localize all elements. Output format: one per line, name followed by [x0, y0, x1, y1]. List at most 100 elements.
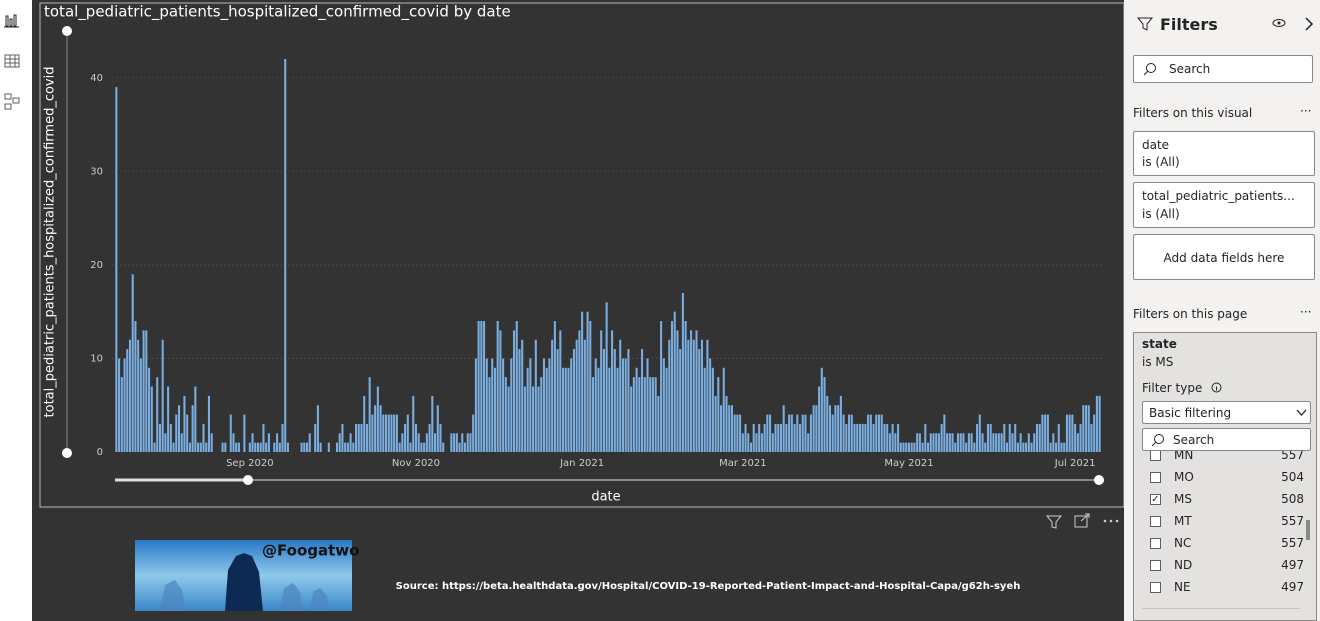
more-options-icon[interactable] — [1103, 519, 1119, 523]
bar — [929, 433, 932, 452]
bar — [605, 302, 608, 452]
bar — [777, 423, 780, 452]
bar — [1055, 442, 1058, 452]
bar — [621, 358, 625, 452]
bar — [826, 395, 829, 452]
bar — [935, 433, 938, 452]
bar — [548, 358, 551, 452]
pane-search[interactable]: Search — [1133, 55, 1313, 83]
bar — [986, 423, 989, 452]
bar — [1016, 442, 1019, 452]
item-label[interactable]: NE — [1174, 580, 1191, 594]
item-label[interactable]: MN — [1174, 451, 1194, 462]
bar — [638, 377, 641, 452]
item-label[interactable]: NC — [1174, 536, 1192, 550]
bar — [221, 442, 224, 452]
x-slider-handle[interactable] — [243, 475, 253, 485]
checkbox[interactable] — [1150, 451, 1161, 461]
section-menu[interactable]: ··· — [1300, 305, 1312, 319]
focus-mode-icon[interactable] — [1074, 513, 1090, 528]
filter-field: date — [1142, 138, 1170, 152]
item-label[interactable]: MO — [1174, 470, 1194, 484]
bar — [899, 442, 902, 452]
checkbox[interactable]: ✓ — [1150, 494, 1161, 505]
bar — [360, 423, 363, 452]
bar — [251, 433, 254, 452]
bar — [1046, 414, 1049, 452]
bar — [474, 358, 477, 452]
bar — [341, 423, 344, 452]
filter-card[interactable]: total_pediatric_patients... is (All) — [1133, 182, 1315, 228]
list-search[interactable]: Search — [1142, 428, 1311, 451]
bar — [504, 377, 507, 452]
x-tick-label: Jan 2021 — [559, 458, 604, 469]
model-view-icon[interactable] — [4, 93, 20, 110]
bar — [932, 433, 935, 452]
item-label[interactable]: MT — [1174, 514, 1192, 528]
bar — [681, 292, 684, 452]
bar — [823, 377, 826, 452]
chart-title: total_pediatric_patients_hospitalized_co… — [44, 3, 511, 22]
checkbox[interactable] — [1150, 538, 1161, 549]
bar — [967, 433, 970, 452]
bar — [197, 442, 200, 452]
bar — [567, 367, 570, 452]
y-slider-handle[interactable] — [62, 448, 72, 458]
bar — [177, 405, 181, 452]
info-icon[interactable] — [1211, 382, 1222, 393]
checkbox[interactable] — [1150, 516, 1161, 527]
checkbox[interactable] — [1150, 472, 1161, 483]
bar — [128, 339, 132, 452]
y-slider-handle[interactable] — [62, 26, 72, 36]
section-menu[interactable]: ··· — [1300, 104, 1312, 118]
bar — [156, 377, 159, 452]
bar — [706, 339, 709, 452]
bar — [436, 405, 439, 452]
item-count: 557 — [1281, 536, 1304, 550]
bar — [984, 442, 987, 452]
bar — [131, 274, 134, 452]
list-scrollbar[interactable] — [1306, 520, 1310, 540]
checkbox[interactable] — [1150, 560, 1161, 571]
data-view-icon[interactable] — [4, 54, 20, 68]
filter-field: total_pediatric_patients... — [1142, 189, 1295, 203]
item-label[interactable]: MS — [1174, 492, 1192, 506]
bar — [1060, 442, 1063, 452]
bar — [583, 339, 586, 452]
bar — [172, 442, 175, 452]
collapse-pane[interactable] — [1304, 17, 1314, 31]
bar — [796, 414, 799, 452]
item-label[interactable]: ND — [1174, 558, 1193, 572]
bar — [199, 442, 202, 452]
report-view-icon[interactable] — [4, 14, 19, 28]
bar — [714, 395, 717, 452]
bar — [118, 358, 121, 452]
bar — [771, 433, 774, 452]
bar — [828, 405, 832, 452]
add-fields-well[interactable]: Add data fields here — [1133, 234, 1315, 280]
bar — [191, 405, 194, 452]
bar — [262, 423, 265, 452]
bar — [521, 339, 524, 452]
x-slider-handle[interactable] — [1094, 475, 1104, 485]
bar — [913, 442, 916, 452]
bar — [145, 330, 148, 452]
bar — [431, 395, 434, 452]
bar — [970, 433, 973, 452]
bar — [747, 433, 750, 452]
bar — [286, 442, 289, 452]
bar — [916, 433, 919, 452]
visual-filter-icon[interactable] — [1045, 515, 1063, 529]
bar — [267, 433, 270, 452]
bar — [861, 423, 864, 452]
bar — [976, 423, 979, 452]
state-filter-card[interactable] — [1133, 332, 1317, 621]
filter-card[interactable]: date is (All) — [1133, 131, 1315, 176]
visibility-icon[interactable] — [1272, 18, 1286, 28]
bar — [575, 339, 578, 452]
bar — [673, 311, 676, 452]
bar — [1044, 414, 1047, 452]
checkbox[interactable] — [1150, 582, 1161, 593]
bar — [837, 405, 840, 452]
filter-type-dropdown[interactable]: Basic filtering — [1142, 401, 1311, 424]
